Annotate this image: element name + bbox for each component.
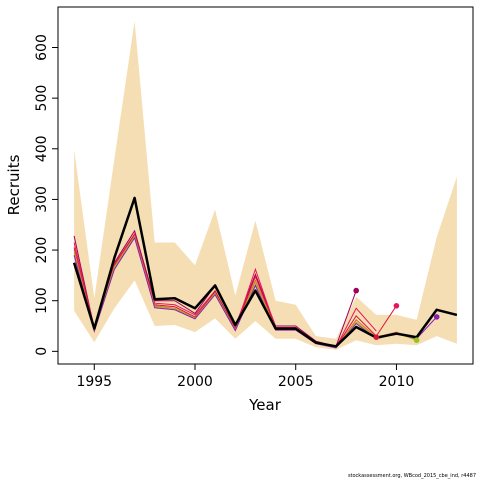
y-tick-label: 0 [34, 347, 50, 356]
x-tick-label: 2010 [379, 374, 415, 390]
y-tick-label: 400 [34, 135, 50, 162]
footer-credit: stockassessment.org, WBcod_2015_cbe_ind,… [347, 473, 476, 479]
confidence-band [74, 21, 457, 350]
plot-area [72, 21, 458, 350]
x-tick-label: 2005 [278, 374, 314, 390]
x-tick-label: 1995 [76, 374, 112, 390]
endpoint-marker-4 [413, 337, 420, 344]
plot-frame [57, 6, 474, 365]
endpoint-marker-1 [353, 287, 360, 294]
x-axis: 1995 2000 2005 2010 [76, 364, 414, 390]
y-tick-label: 500 [34, 85, 50, 112]
x-tick-label: 2000 [177, 374, 213, 390]
y-axis: 0 100 200 300 400 500 600 [34, 34, 58, 356]
y-tick-label: 600 [34, 34, 50, 61]
retro-series-line-4 [73, 234, 417, 349]
endpoint-marker-3 [393, 303, 400, 309]
x-axis-title: Year [248, 396, 282, 414]
y-tick-label: 200 [34, 237, 50, 264]
endpoint-marker-5 [433, 314, 440, 320]
endpoint-marker-2 [373, 334, 380, 341]
y-tick-label: 300 [34, 186, 50, 213]
y-axis-title: Recruits [5, 154, 23, 215]
y-tick-label: 100 [34, 287, 50, 314]
main-series-line [72, 196, 458, 348]
